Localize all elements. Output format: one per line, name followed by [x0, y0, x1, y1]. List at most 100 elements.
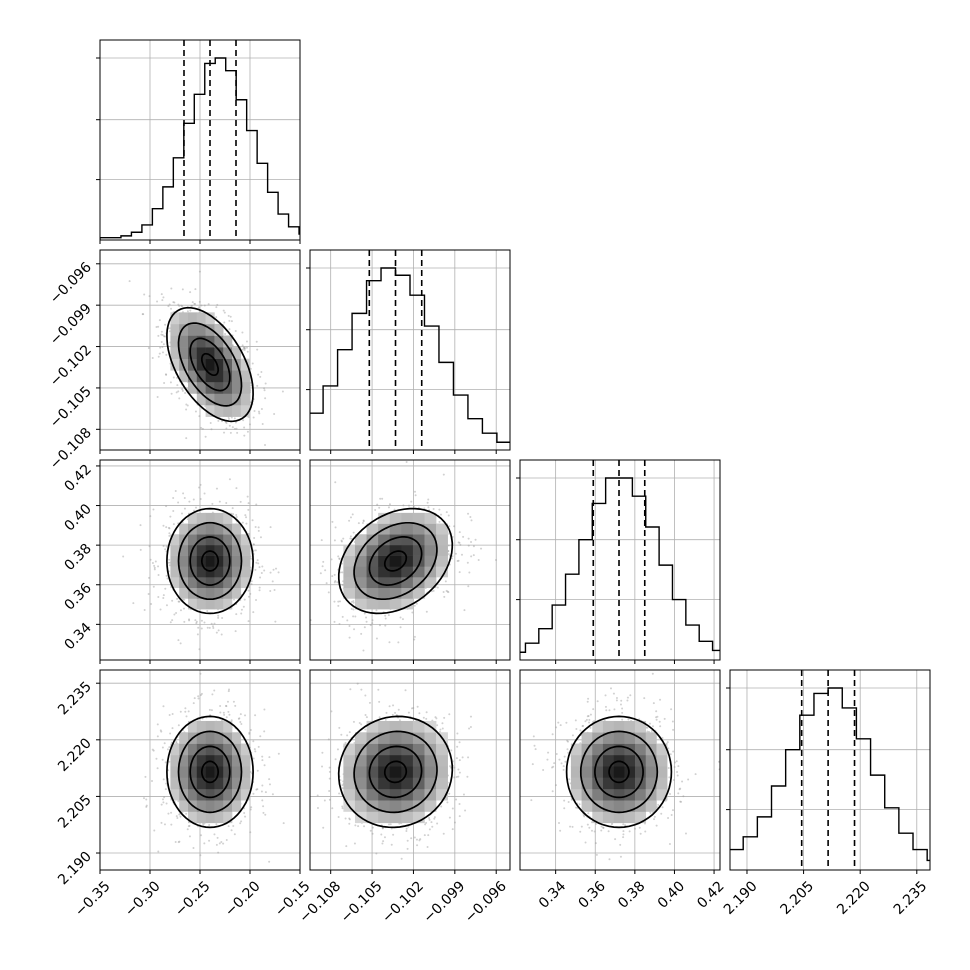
sample-point	[427, 506, 430, 509]
sample-point	[349, 516, 352, 519]
density-cell	[240, 358, 250, 371]
sample-point	[172, 376, 175, 379]
sample-point	[462, 793, 465, 796]
sample-point	[269, 526, 272, 529]
sample-point	[169, 732, 172, 735]
sample-point	[179, 609, 182, 612]
sample-point	[248, 423, 251, 426]
sample-point	[252, 416, 255, 419]
density-cell	[196, 312, 206, 325]
sample-point	[188, 835, 191, 838]
sample-point	[472, 545, 475, 548]
sample-point	[457, 775, 460, 778]
sample-point	[470, 519, 473, 522]
sample-point	[217, 851, 220, 854]
sample-point	[160, 803, 163, 806]
density-cell	[214, 323, 224, 336]
density-cell	[354, 534, 367, 546]
sample-point	[194, 302, 197, 305]
sample-point	[455, 798, 458, 801]
sample-point	[165, 782, 168, 785]
sample-point	[201, 427, 204, 430]
sample-point	[322, 826, 325, 829]
sample-point	[336, 748, 339, 751]
sample-point	[187, 710, 190, 713]
sample-point	[197, 697, 200, 700]
density-cell	[179, 335, 189, 348]
sample-point	[349, 537, 352, 540]
sample-point	[263, 389, 266, 392]
sample-point	[194, 619, 197, 622]
density-cell	[205, 732, 215, 744]
sample-point	[215, 631, 218, 634]
sample-point	[346, 619, 349, 622]
sample-point	[168, 527, 171, 530]
density-cell	[424, 534, 437, 546]
density-cell	[401, 720, 414, 733]
density-cell	[179, 587, 189, 599]
sample-point	[379, 497, 382, 500]
sample-point	[211, 693, 214, 696]
sample-point	[197, 695, 200, 698]
density-cell	[232, 393, 242, 406]
density-cell	[232, 587, 242, 599]
density-cell	[232, 777, 242, 790]
sample-point	[192, 702, 195, 705]
contour-2	[189, 337, 231, 392]
sample-point	[169, 515, 172, 518]
sample-point	[448, 713, 451, 716]
sample-point	[153, 566, 156, 569]
sample-point	[363, 626, 366, 629]
sample-point	[246, 495, 249, 498]
sample-point	[175, 815, 178, 818]
density-cell	[214, 732, 224, 744]
sample-point	[223, 311, 226, 314]
density-cell	[214, 381, 224, 394]
sample-point	[234, 704, 237, 707]
sample-point	[223, 713, 226, 716]
sample-point	[453, 776, 456, 779]
density-cell	[389, 512, 402, 524]
sample-point	[399, 626, 402, 629]
sample-point	[232, 513, 235, 516]
density-cell	[196, 393, 206, 406]
density-cell	[179, 732, 189, 744]
sample-point	[264, 813, 267, 816]
density-cell	[232, 800, 242, 812]
sample-point	[445, 589, 448, 592]
density-cell	[232, 523, 242, 535]
sample-point	[160, 293, 163, 296]
sample-point	[227, 417, 230, 420]
sample-point	[203, 492, 206, 495]
sample-point	[246, 430, 249, 433]
density-cell	[214, 370, 224, 383]
sample-point	[365, 716, 368, 719]
sample-point	[252, 543, 255, 546]
density-cell	[179, 347, 189, 359]
sample-point	[151, 356, 154, 359]
sample-point	[210, 622, 213, 625]
contour-0	[166, 306, 254, 423]
sample-point	[425, 717, 428, 720]
sample-point	[231, 507, 234, 510]
sample-point	[237, 717, 240, 720]
sample-point	[256, 559, 259, 562]
sample-point	[167, 812, 170, 815]
sample-point	[147, 593, 150, 596]
sample-point	[175, 740, 178, 743]
density-cell	[205, 811, 215, 824]
density-cell	[223, 555, 233, 567]
sample-point	[161, 346, 164, 349]
density-cell	[223, 743, 233, 756]
density-cell	[170, 743, 180, 756]
density-cell	[401, 766, 414, 778]
sample-point	[158, 352, 161, 355]
sample-point	[374, 508, 377, 511]
sample-point	[458, 741, 461, 744]
density-cell	[378, 544, 391, 556]
sample-point	[323, 799, 326, 802]
density-cell	[366, 587, 379, 599]
density-cell	[378, 720, 391, 733]
sample-point	[196, 461, 198, 463]
sample-point	[183, 598, 186, 601]
